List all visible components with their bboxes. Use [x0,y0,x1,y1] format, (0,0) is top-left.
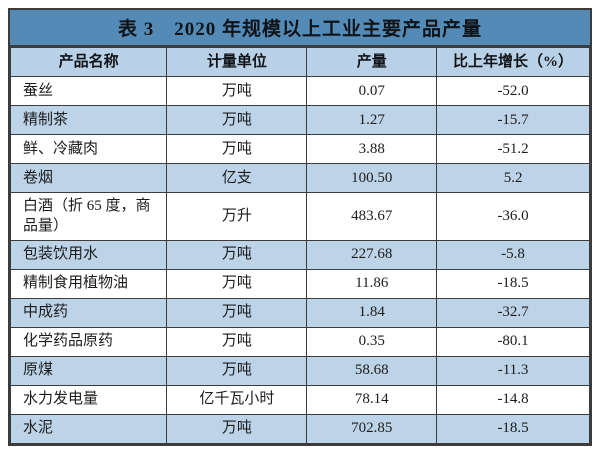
cell-unit: 万吨 [166,76,308,106]
table-header: 产品名称 计量单位 产量 比上年增长（%） [9,47,590,77]
cell-output: 1.84 [306,297,438,328]
cell-unit: 万吨 [166,413,308,444]
cell-unit: 万吨 [166,297,308,328]
products-table-container: 表 3 2020 年规模以上工业主要产品产量 产品名称 计量单位 产量 比上年增… [8,8,592,446]
cell-product-name: 白酒（折 65 度，商品量） [9,192,168,241]
cell-unit: 亿千瓦小时 [166,384,308,415]
cell-product-name: 水泥 [9,413,168,444]
cell-growth: -52.0 [436,76,590,106]
table-row: 水泥 万吨 702.85 -18.5 [9,413,590,444]
table-row: 精制茶 万吨 1.27 -15.7 [9,105,590,135]
cell-output: 227.68 [306,239,438,270]
cell-output: 483.67 [306,192,438,241]
cell-growth: -80.1 [436,326,590,357]
table-body: 蚕丝 万吨 0.07 -52.0 精制茶 万吨 1.27 -15.7 鲜、冷藏肉 万吨 3.88 -5… [9,76,590,444]
cell-output: 0.35 [306,326,438,357]
column-header-output: 产量 [306,47,438,77]
cell-product-name: 精制食用植物油 [9,268,168,299]
cell-unit: 万吨 [166,239,308,270]
cell-unit: 万吨 [166,134,308,164]
cell-growth: 5.2 [436,163,590,193]
cell-product-name: 原煤 [9,355,168,386]
cell-output: 58.68 [306,355,438,386]
cell-output: 1.27 [306,105,438,135]
cell-unit: 万升 [166,192,308,241]
header-row: 产品名称 计量单位 产量 比上年增长（%） [9,47,590,77]
cell-growth: -18.5 [436,268,590,299]
table-row: 化学药品原药 万吨 0.35 -80.1 [9,326,590,357]
cell-unit: 万吨 [166,268,308,299]
table-row: 白酒（折 65 度，商品量） 万升 483.67 -36.0 [9,192,590,241]
cell-unit: 万吨 [166,355,308,386]
cell-output: 702.85 [306,413,438,444]
cell-unit: 万吨 [166,326,308,357]
cell-product-name: 精制茶 [9,105,168,135]
cell-product-name: 卷烟 [9,163,168,193]
table-row: 蚕丝 万吨 0.07 -52.0 [9,76,590,106]
table-row: 包装饮用水 万吨 227.68 -5.8 [9,239,590,270]
column-header-product-name: 产品名称 [9,47,168,77]
cell-product-name: 蚕丝 [9,76,168,106]
cell-growth: -5.8 [436,239,590,270]
column-header-unit: 计量单位 [166,47,308,77]
cell-output: 0.07 [306,76,438,106]
table-row: 卷烟 亿支 100.50 5.2 [9,163,590,193]
cell-unit: 亿支 [166,163,308,193]
cell-product-name: 中成药 [9,297,168,328]
cell-growth: -14.8 [436,384,590,415]
cell-growth: -18.5 [436,413,590,444]
table-row: 原煤 万吨 58.68 -11.3 [9,355,590,386]
cell-product-name: 水力发电量 [9,384,168,415]
products-table: 产品名称 计量单位 产量 比上年增长（%） 蚕丝 万吨 0.07 -52.0 精制茶 万吨… [9,47,590,444]
cell-growth: -51.2 [436,134,590,164]
cell-output: 3.88 [306,134,438,164]
cell-output: 78.14 [306,384,438,415]
cell-product-name: 化学药品原药 [9,326,168,357]
cell-growth: -32.7 [436,297,590,328]
table-row: 水力发电量 亿千瓦小时 78.14 -14.8 [9,384,590,415]
cell-output: 11.86 [306,268,438,299]
cell-growth: -36.0 [436,192,590,241]
cell-growth: -11.3 [436,355,590,386]
table-title: 表 3 2020 年规模以上工业主要产品产量 [10,10,590,47]
cell-unit: 万吨 [166,105,308,135]
table-row: 鲜、冷藏肉 万吨 3.88 -51.2 [9,134,590,164]
table-row: 精制食用植物油 万吨 11.86 -18.5 [9,268,590,299]
column-header-growth: 比上年增长（%） [436,47,590,77]
cell-product-name: 鲜、冷藏肉 [9,134,168,164]
table-row: 中成药 万吨 1.84 -32.7 [9,297,590,328]
cell-growth: -15.7 [436,105,590,135]
cell-output: 100.50 [306,163,438,193]
cell-product-name: 包装饮用水 [9,239,168,270]
